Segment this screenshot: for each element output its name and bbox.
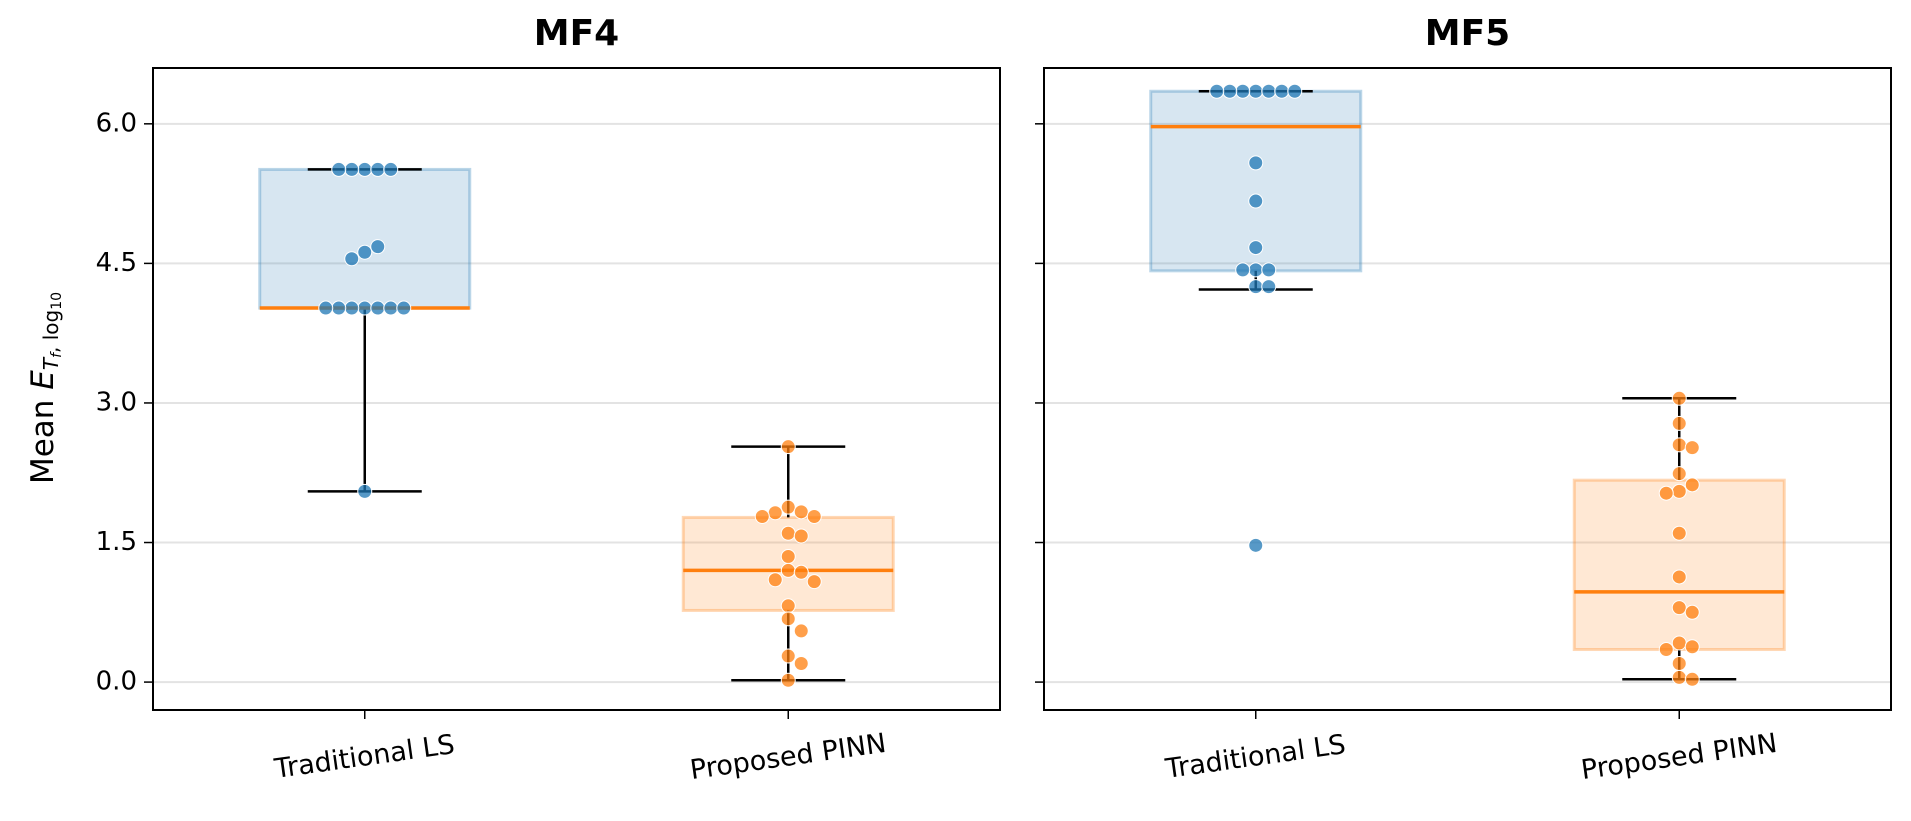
- y-tick-label: 6.0: [96, 108, 137, 138]
- data-point: [1671, 600, 1687, 616]
- series-traditional-ls: [1149, 83, 1363, 553]
- y-axis-label: Mean ETf, log10: [25, 292, 66, 484]
- y-tick-label: 1.5: [96, 527, 137, 557]
- data-point: [806, 574, 822, 590]
- data-point: [1684, 604, 1700, 620]
- data-point: [1684, 671, 1700, 687]
- data-point: [370, 300, 386, 316]
- chart-panel-mf4: MF4 0.0 1.5 3.0 4.5 6.0 Traditional LS Proposed…: [96, 13, 1001, 786]
- data-point: [1671, 437, 1687, 453]
- data-point: [1671, 635, 1687, 651]
- data-point: [1222, 83, 1238, 99]
- data-point: [780, 611, 796, 627]
- data-point: [1248, 262, 1264, 278]
- chart-panel-mf5: MF5 Traditional LS Proposed PINN: [1035, 13, 1892, 786]
- data-point: [754, 508, 770, 524]
- data-point: [780, 548, 796, 564]
- data-point: [793, 623, 809, 639]
- data-point: [1671, 569, 1687, 585]
- data-point: [370, 239, 386, 255]
- data-point: [1248, 537, 1264, 553]
- data-point: [1235, 83, 1251, 99]
- svg-text:Mean ETf, log10: Mean ETf, log10: [25, 292, 66, 484]
- data-point: [1261, 279, 1277, 295]
- data-point: [780, 598, 796, 614]
- data-point: [331, 300, 347, 316]
- data-point: [357, 300, 373, 316]
- data-point: [370, 161, 386, 177]
- data-point: [1684, 477, 1700, 493]
- data-point: [1671, 466, 1687, 482]
- data-point: [383, 300, 399, 316]
- data-point: [780, 439, 796, 455]
- data-point: [767, 572, 783, 588]
- data-point: [1248, 279, 1264, 295]
- x-tick-label: Traditional LS: [272, 729, 457, 785]
- data-point: [1684, 440, 1700, 456]
- data-point: [1248, 240, 1264, 256]
- panel-title: MF4: [534, 13, 619, 54]
- y-tick-label: 3.0: [96, 387, 137, 417]
- data-point: [1671, 525, 1687, 541]
- data-point: [344, 161, 360, 177]
- data-point: [780, 562, 796, 578]
- data-point: [793, 655, 809, 671]
- data-point: [1235, 262, 1251, 278]
- data-point: [1658, 485, 1674, 501]
- data-point: [357, 244, 373, 260]
- data-point: [780, 525, 796, 541]
- data-point: [1671, 390, 1687, 406]
- data-point: [331, 161, 347, 177]
- series-proposed-pinn: [1572, 390, 1786, 687]
- series-traditional-ls: [258, 161, 472, 499]
- data-point: [1248, 155, 1264, 171]
- series-proposed-pinn: [681, 439, 895, 688]
- data-point: [767, 505, 783, 521]
- data-point: [357, 483, 373, 499]
- data-point: [806, 508, 822, 524]
- data-point: [780, 648, 796, 664]
- data-point: [1248, 193, 1264, 209]
- data-point: [344, 251, 360, 267]
- y-tick-label: 4.5: [96, 248, 137, 278]
- x-tick-label: Proposed PINN: [688, 728, 888, 786]
- box: [1572, 478, 1786, 652]
- data-point: [1671, 655, 1687, 671]
- data-point: [793, 564, 809, 580]
- y-tick-label: 0.0: [96, 667, 137, 697]
- data-point: [1209, 83, 1225, 99]
- data-point: [396, 300, 412, 316]
- data-point: [1671, 669, 1687, 685]
- data-point: [1261, 262, 1277, 278]
- x-tick-label: Traditional LS: [1163, 729, 1348, 785]
- data-point: [383, 161, 399, 177]
- x-tick-label: Proposed PINN: [1579, 728, 1779, 786]
- data-point: [1671, 415, 1687, 431]
- panel-title: MF5: [1425, 13, 1510, 54]
- data-point: [793, 528, 809, 544]
- data-point: [357, 161, 373, 177]
- data-point: [1261, 83, 1277, 99]
- data-point: [344, 300, 360, 316]
- data-point: [1248, 83, 1264, 99]
- data-point: [1287, 83, 1303, 99]
- data-point: [793, 504, 809, 520]
- axes-frame: [152, 67, 1001, 711]
- data-point: [780, 499, 796, 515]
- data-point: [1684, 639, 1700, 655]
- box: [258, 167, 472, 310]
- data-point: [1274, 83, 1290, 99]
- axes-frame: [1043, 67, 1892, 711]
- data-point: [1671, 483, 1687, 499]
- data-point: [318, 300, 334, 316]
- data-point: [1658, 642, 1674, 658]
- data-point: [780, 672, 796, 688]
